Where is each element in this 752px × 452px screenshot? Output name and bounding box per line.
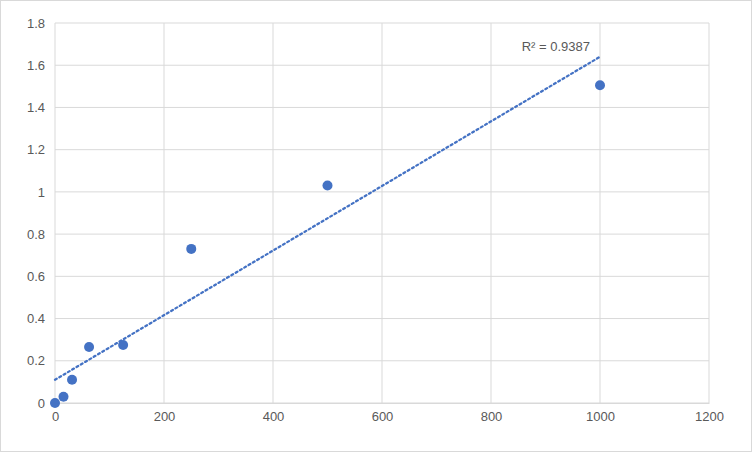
tick-label: 0 — [38, 396, 45, 411]
grid-line-x — [491, 23, 492, 403]
grid-line-y — [55, 234, 709, 235]
tick: 1200 — [695, 403, 724, 424]
x-axis-line — [56, 403, 710, 404]
tick: 600 — [372, 403, 394, 424]
grid-line-y — [55, 149, 709, 150]
grid-line-y — [55, 318, 709, 319]
trend-line — [55, 57, 600, 380]
grid-line-y — [55, 403, 709, 404]
grid-line-x — [164, 23, 165, 403]
point — [67, 375, 77, 385]
tick: 1.4 — [27, 100, 55, 115]
grid-line-y — [55, 276, 709, 277]
grid-line-x — [600, 23, 601, 403]
tick-label: 1.6 — [27, 58, 45, 73]
y-axis-line — [55, 24, 56, 404]
tick-label: 0.6 — [27, 269, 45, 284]
grid-line-y — [55, 23, 709, 24]
tick: 0.4 — [27, 311, 55, 326]
tick-label: 800 — [481, 409, 503, 424]
y-axis: 0 0.2 0.4 0.6 0.8 1 1.2 1.4 1.6 1.8 — [27, 16, 56, 411]
point — [59, 392, 69, 402]
grid-line-y — [55, 191, 709, 192]
tick: 1.8 — [27, 16, 55, 31]
tick: 1.2 — [27, 142, 55, 157]
tick: 200 — [154, 403, 176, 424]
point — [50, 398, 60, 408]
tick-label: 1200 — [695, 409, 724, 424]
grid-line-x — [709, 23, 710, 403]
tick: 1000 — [586, 403, 615, 424]
point — [84, 342, 94, 352]
grid-line-y — [55, 65, 709, 66]
tick-label: 1.2 — [27, 142, 45, 157]
tick-label: 0.4 — [27, 311, 45, 326]
tick: 800 — [481, 403, 503, 424]
tick-label: 1 — [38, 185, 45, 200]
chart-border — [1, 1, 752, 452]
tick-label: 0.2 — [27, 353, 45, 368]
tick: 1.6 — [27, 58, 55, 73]
tick-label: 0 — [52, 409, 59, 424]
grid-line-x — [55, 23, 56, 403]
point — [323, 181, 333, 191]
point — [186, 244, 196, 254]
tick: 0.2 — [27, 353, 55, 368]
grid-line-x — [382, 23, 383, 403]
tick-label: 1.4 — [27, 100, 45, 115]
grid-line-y — [55, 360, 709, 361]
grid-line-y — [55, 107, 709, 108]
tick: 0.6 — [27, 269, 55, 284]
tick: 400 — [263, 403, 285, 424]
tick-label: 1000 — [586, 409, 615, 424]
tick-label: 400 — [263, 409, 285, 424]
point — [595, 80, 605, 90]
grid-line-x — [273, 23, 274, 403]
annotation: R² = 0.9387 — [522, 39, 590, 54]
tick: 1 — [38, 185, 55, 200]
tick-label: 600 — [372, 409, 394, 424]
tick-label: 0.8 — [27, 227, 45, 242]
tick-label: 1.8 — [27, 16, 45, 31]
plot-area — [50, 57, 605, 408]
x-axis: 0 200 400 600 800 1000 1200 — [52, 403, 724, 424]
tick: 0.8 — [27, 227, 55, 242]
tick-label: 200 — [154, 409, 176, 424]
grid — [55, 23, 709, 403]
